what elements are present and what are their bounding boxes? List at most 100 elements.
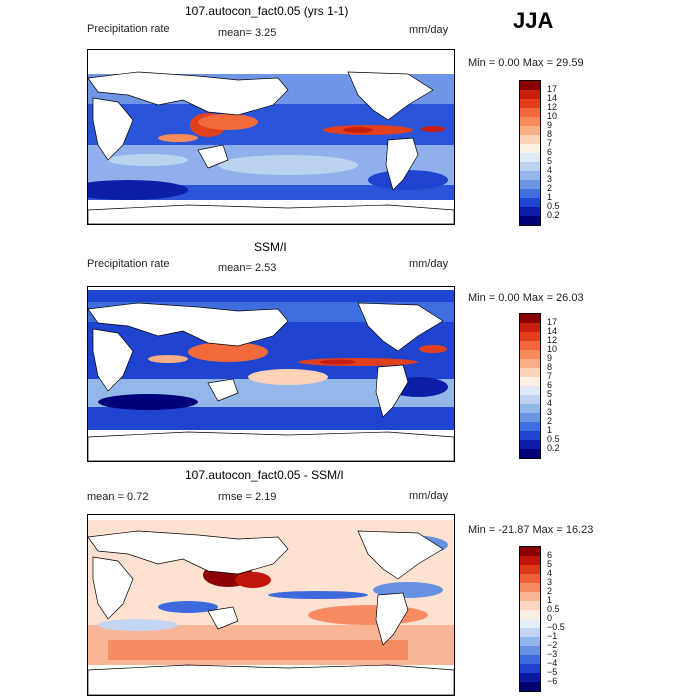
colorbar-tick-label: 2	[547, 183, 553, 193]
panel3-minmax: Min = -21.87 Max = 16.23	[468, 524, 594, 536]
colorbar-tick-label: 1	[547, 192, 553, 202]
colorbar-segment	[520, 314, 540, 323]
colorbar-tick-label: 6	[547, 147, 553, 157]
colorbar-segment	[520, 108, 540, 117]
colorbar-segment	[520, 449, 540, 458]
panel2-left-label: Precipitation rate	[87, 258, 170, 270]
colorbar-tick-label: −0.5	[547, 622, 565, 632]
colorbar-segment	[520, 646, 540, 655]
colorbar-segment	[520, 189, 540, 198]
colorbar-segment	[520, 117, 540, 126]
colorbar-tick-label: 1	[547, 595, 553, 605]
colorbar-tick-label: 10	[547, 344, 558, 354]
colorbar-segment	[520, 359, 540, 368]
colorbar-tick-label: 0.5	[547, 434, 560, 444]
colorbar-segment	[520, 350, 540, 359]
panel2-map	[87, 286, 455, 462]
colorbar-segment	[520, 368, 540, 377]
colorbar-segment	[520, 126, 540, 135]
colorbar-segment	[520, 682, 540, 691]
colorbar-segment	[520, 556, 540, 565]
panel2-colorbar	[519, 313, 541, 459]
season-label: JJA	[513, 8, 554, 33]
colorbar-tick-label: 8	[547, 362, 553, 372]
colorbar-segment	[520, 144, 540, 153]
colorbar-segment	[520, 81, 540, 90]
colorbar-tick-label: 3	[547, 174, 553, 184]
panel2-title: SSM/I	[254, 240, 287, 254]
colorbar-tick-label: 6	[547, 550, 553, 560]
colorbar-tick-label: 6	[547, 380, 553, 390]
colorbar-tick-label: 3	[547, 577, 553, 587]
colorbar-tick-label: 0.2	[547, 210, 560, 220]
panel2-minmax: Min = 0.00 Max = 26.03	[468, 292, 584, 304]
colorbar-segment	[520, 592, 540, 601]
colorbar-segment	[520, 673, 540, 682]
panel1-colorbar	[519, 80, 541, 226]
colorbar-segment	[520, 90, 540, 99]
colorbar-segment	[520, 583, 540, 592]
colorbar-tick-label: −1	[547, 631, 558, 641]
colorbar-tick-label: −4	[547, 658, 558, 668]
colorbar-segment	[520, 610, 540, 619]
colorbar-segment	[520, 413, 540, 422]
colorbar-segment	[520, 547, 540, 556]
colorbar-tick-label: 3	[547, 407, 553, 417]
colorbar-tick-label: 7	[547, 371, 553, 381]
colorbar-segment	[520, 404, 540, 413]
colorbar-segment	[520, 386, 540, 395]
colorbar-tick-label: 5	[547, 559, 553, 569]
colorbar-segment	[520, 180, 540, 189]
colorbar-segment	[520, 655, 540, 664]
colorbar-tick-label: 9	[547, 120, 553, 130]
colorbar-segment	[520, 422, 540, 431]
colorbar-tick-label: 2	[547, 416, 553, 426]
colorbar-segment	[520, 99, 540, 108]
colorbar-tick-label: 10	[547, 111, 558, 121]
colorbar-tick-label: −6	[547, 676, 558, 686]
panel3-mean: mean = 0.72	[87, 491, 149, 503]
panel1-left-label: Precipitation rate	[87, 23, 170, 35]
colorbar-tick-label: 4	[547, 568, 553, 578]
colorbar-tick-label: 5	[547, 156, 553, 166]
panel3-units: mm/day	[409, 490, 449, 502]
colorbar-tick-label: 0.5	[547, 604, 560, 614]
colorbar-tick-label: 12	[547, 335, 558, 345]
colorbar-segment	[520, 395, 540, 404]
colorbar-segment	[520, 323, 540, 332]
colorbar-segment	[520, 216, 540, 225]
panel3-title: 107.autocon_fact0.05 - SSM/I	[185, 468, 344, 482]
colorbar-segment	[520, 601, 540, 610]
panel1-minmax: Min = 0.00 Max = 29.59	[468, 57, 584, 69]
colorbar-segment	[520, 664, 540, 673]
colorbar-tick-label: 0.5	[547, 201, 560, 211]
colorbar-segment	[520, 162, 540, 171]
colorbar-tick-label: 14	[547, 326, 558, 336]
colorbar-tick-label: −2	[547, 640, 558, 650]
panel3-rmse: rmse = 2.19	[218, 491, 277, 503]
colorbar-segment	[520, 171, 540, 180]
colorbar-segment	[520, 377, 540, 386]
colorbar-tick-label: 4	[547, 398, 553, 408]
colorbar-tick-label: 17	[547, 317, 558, 327]
colorbar-segment	[520, 440, 540, 449]
colorbar-segment	[520, 153, 540, 162]
colorbar-tick-label: 0.2	[547, 443, 560, 453]
colorbar-segment	[520, 332, 540, 341]
colorbar-tick-label: 1	[547, 425, 553, 435]
colorbar-segment	[520, 431, 540, 440]
panel2-units: mm/day	[409, 258, 449, 270]
colorbar-segment	[520, 565, 540, 574]
colorbar-segment	[520, 628, 540, 637]
colorbar-tick-label: 5	[547, 389, 553, 399]
colorbar-tick-label: 17	[547, 84, 558, 94]
colorbar-segment	[520, 619, 540, 628]
colorbar-tick-label: 12	[547, 102, 558, 112]
panel3-map	[87, 514, 455, 696]
panel1-map	[87, 49, 455, 225]
colorbar-segment	[520, 207, 540, 216]
panel3-colorbar	[519, 546, 541, 692]
colorbar-segment	[520, 135, 540, 144]
colorbar-tick-label: 4	[547, 165, 553, 175]
colorbar-tick-label: −3	[547, 649, 558, 659]
